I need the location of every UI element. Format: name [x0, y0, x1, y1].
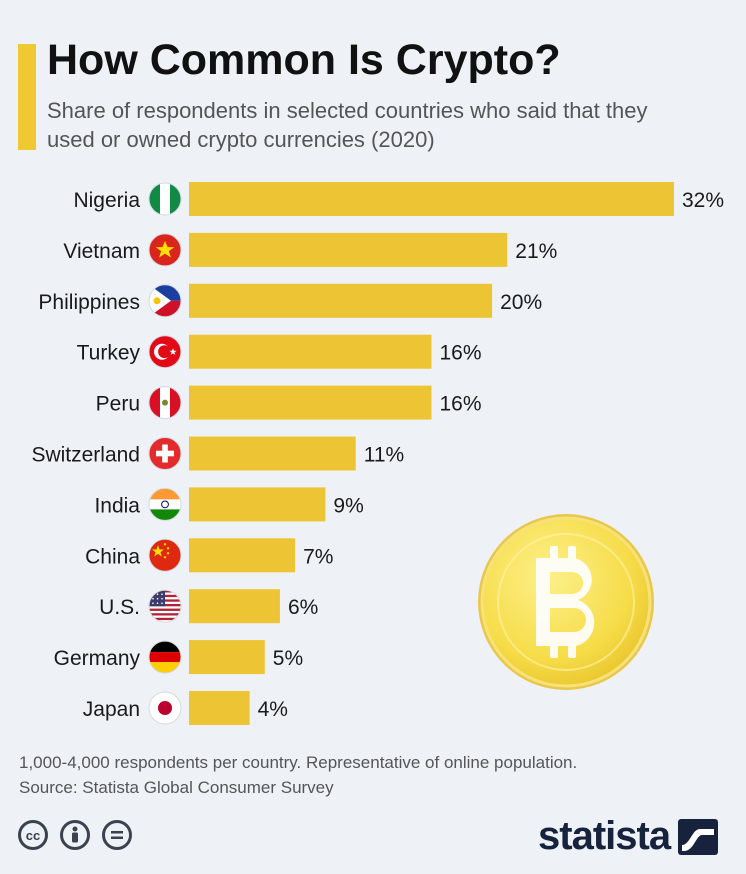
germany-flag-icon [148, 640, 182, 674]
category-label: Nigeria [73, 189, 140, 212]
bar-peru [189, 385, 432, 420]
bar-nigeria [189, 182, 674, 216]
statista-mark-icon [678, 818, 719, 855]
value-label: 7% [303, 545, 333, 568]
value-label: 21% [515, 240, 557, 263]
philippines-flag-icon [148, 284, 182, 318]
license-icons: cc [18, 820, 132, 850]
title-accent-bar [18, 44, 36, 150]
bar-us [189, 589, 280, 624]
value-label: 9% [333, 494, 363, 517]
bar-china [189, 538, 296, 573]
peru-flag-icon [148, 386, 182, 420]
category-label: Switzerland [31, 444, 140, 467]
category-label: Vietnam [63, 240, 140, 263]
bar-philippines [189, 283, 493, 318]
vietnam-flag-icon [148, 233, 182, 267]
value-label: 4% [258, 698, 288, 721]
value-label: 5% [273, 647, 303, 670]
source-note: Source: Statista Global Consumer Survey [19, 778, 334, 797]
category-label: U.S. [99, 596, 140, 619]
cc-icon[interactable]: cc [18, 820, 48, 850]
bar-turkey [189, 334, 432, 369]
bar-india [189, 487, 326, 522]
chart-title: How Common Is Crypto? [47, 36, 561, 84]
category-label: Philippines [38, 291, 140, 314]
methodology-note: 1,000-4,000 respondents per country. Rep… [19, 753, 578, 772]
value-label: 6% [288, 596, 318, 619]
no-derivatives-icon[interactable] [102, 820, 132, 850]
bar-japan [189, 691, 250, 725]
attribution-icon[interactable] [60, 820, 90, 850]
value-label: 20% [500, 291, 542, 314]
value-label: 16% [440, 393, 482, 416]
bar-germany [189, 640, 265, 675]
category-label: China [85, 545, 140, 568]
nigeria-flag-icon [148, 182, 182, 216]
category-label: Peru [96, 393, 140, 416]
category-label: Germany [54, 647, 141, 670]
us-flag-icon [148, 589, 182, 623]
value-label: 32% [682, 189, 724, 212]
japan-flag-icon [148, 691, 182, 725]
bar-switzerland [189, 436, 356, 471]
switzerland-flag-icon [148, 437, 182, 470]
chart-subtitle: Share of respondents in selected countri… [47, 98, 648, 152]
statista-logo[interactable]: statista [538, 814, 719, 859]
footnote: 1,000-4,000 respondents per country. Rep… [19, 750, 577, 800]
bar-chart: Nigeria 32% Vietnam 21% Philippines 20% Turkey… [31, 182, 724, 725]
value-label: 11% [364, 444, 404, 467]
value-label: 16% [440, 342, 482, 365]
category-label: Turkey [77, 342, 141, 365]
category-label: Japan [83, 698, 140, 721]
india-flag-icon [148, 487, 182, 521]
brand-name: statista [538, 814, 671, 858]
china-flag-icon [148, 538, 182, 572]
turkey-flag-icon [148, 335, 182, 369]
category-label: India [94, 494, 140, 517]
bar-vietnam [189, 232, 508, 267]
bitcoin-coin-icon [478, 514, 654, 690]
